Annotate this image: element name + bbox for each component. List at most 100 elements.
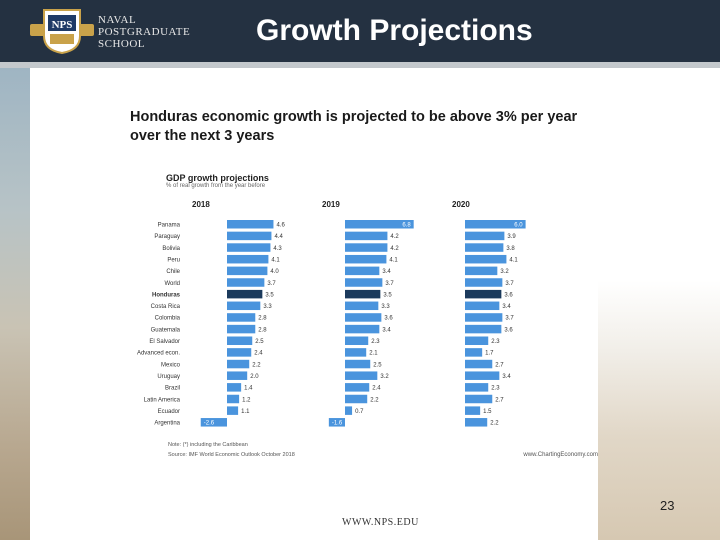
header-bar: NPS NAVAL POSTGRADUATE SCHOOL Growth Pro…	[0, 0, 720, 62]
bar-2018	[227, 348, 252, 357]
bar-2020	[465, 418, 488, 427]
value-label: 2.8	[258, 327, 267, 333]
bar-2019	[345, 348, 367, 357]
bar-2019	[345, 301, 379, 311]
bar-2018	[227, 278, 265, 287]
bar-2020	[465, 301, 500, 311]
category-label: El Salvador	[149, 339, 180, 345]
value-label: 3.2	[380, 374, 389, 380]
bar-2019	[345, 278, 383, 287]
category-label: Honduras	[152, 292, 181, 298]
value-label: 2.8	[258, 316, 267, 322]
school-line: POSTGRADUATE	[98, 26, 191, 38]
value-label: 3.7	[385, 281, 394, 287]
chart-subtitle: % of real growth from the year before	[166, 183, 266, 189]
bar-2018	[200, 418, 227, 427]
bar-2019	[345, 254, 387, 264]
value-label: -1.6	[332, 421, 343, 427]
year-header: 2020	[452, 200, 470, 209]
value-label: 3.5	[383, 292, 392, 298]
bar-2018	[227, 371, 248, 380]
value-label: 2.4	[254, 351, 263, 357]
bar-2018	[227, 406, 239, 415]
value-label: 1.4	[244, 386, 253, 392]
bar-2019	[345, 243, 388, 252]
value-label: 3.3	[381, 304, 390, 310]
value-label: 1.2	[242, 397, 251, 403]
bar-2019	[345, 231, 388, 241]
value-label: 4.2	[390, 246, 399, 252]
bar-2020	[465, 220, 526, 229]
footer-url: WWW.NPS.EDU	[342, 517, 419, 528]
bar-2018	[227, 243, 271, 252]
bar-2019	[345, 289, 381, 299]
value-label: 2.2	[490, 421, 499, 427]
value-label: 2.7	[495, 362, 504, 368]
bar-2020	[465, 254, 507, 264]
value-label: 3.4	[382, 327, 391, 333]
bar-2018	[227, 394, 240, 404]
chart-source: Source: IMF World Economic Outlook Octob…	[168, 452, 295, 458]
value-label: 2.4	[372, 386, 381, 392]
bar-2020	[465, 324, 502, 334]
value-label: 3.7	[505, 281, 514, 287]
bar-2020	[465, 348, 483, 357]
value-label: 3.7	[267, 281, 276, 287]
value-label: 3.4	[382, 269, 391, 275]
bar-2018	[227, 359, 250, 369]
school-line: NAVAL	[98, 14, 137, 26]
bar-2018	[227, 266, 268, 276]
bar-2019	[345, 371, 378, 380]
bar-2019	[345, 313, 382, 322]
bar-2020	[465, 243, 504, 252]
bar-2020	[465, 231, 505, 241]
value-label: -2.6	[204, 421, 215, 427]
value-label: 4.6	[276, 223, 285, 229]
bar-2020	[465, 383, 489, 392]
value-label: 3.4	[502, 304, 511, 310]
value-label: 2.2	[252, 362, 261, 368]
bar-2020	[465, 266, 498, 276]
value-label: 2.3	[491, 386, 500, 392]
year-header: 2018	[192, 200, 210, 209]
bar-2020	[465, 406, 481, 415]
bar-2018	[227, 220, 274, 229]
value-label: 1.5	[483, 409, 492, 415]
chart-title: GDP growth projections	[166, 173, 269, 183]
bar-2018	[227, 313, 256, 322]
value-label: 2.1	[369, 351, 378, 357]
bar-2018	[227, 254, 269, 264]
category-label: Paraguay	[154, 234, 180, 240]
bar-2018	[227, 301, 261, 311]
category-label: Uruguay	[157, 374, 180, 380]
bar-2019	[345, 266, 380, 276]
value-label: 0.7	[355, 409, 364, 415]
category-label: Bolivia	[162, 246, 180, 252]
value-label: 3.2	[500, 269, 509, 275]
value-label: 2.0	[250, 374, 259, 380]
chart-credit: www.ChartingEconomy.com	[522, 452, 598, 458]
bar-2019	[345, 406, 353, 415]
school-line: SCHOOL	[98, 38, 146, 50]
value-label: 3.6	[504, 292, 513, 298]
value-label: 3.9	[507, 234, 516, 240]
value-label: 3.7	[505, 316, 514, 322]
bar-2018	[227, 324, 256, 334]
value-label: 2.3	[371, 339, 380, 345]
value-label: 4.2	[390, 234, 399, 240]
value-label: 3.4	[502, 374, 511, 380]
category-label: Guatemala	[151, 327, 181, 333]
value-label: 1.7	[485, 351, 494, 357]
bar-2020	[465, 359, 493, 369]
category-label: Argentina	[154, 421, 180, 427]
value-label: 4.1	[271, 257, 280, 263]
value-label: 2.5	[255, 339, 264, 345]
logo-text: NPS	[52, 19, 73, 31]
value-label: 6.0	[514, 223, 523, 229]
school-name: NAVAL POSTGRADUATE SCHOOL	[98, 14, 190, 50]
slide-headline: Honduras economic growth is projected to…	[130, 109, 578, 144]
bar-2020	[465, 313, 503, 322]
category-label: Costa Rica	[151, 304, 181, 310]
value-label: 2.5	[373, 362, 382, 368]
